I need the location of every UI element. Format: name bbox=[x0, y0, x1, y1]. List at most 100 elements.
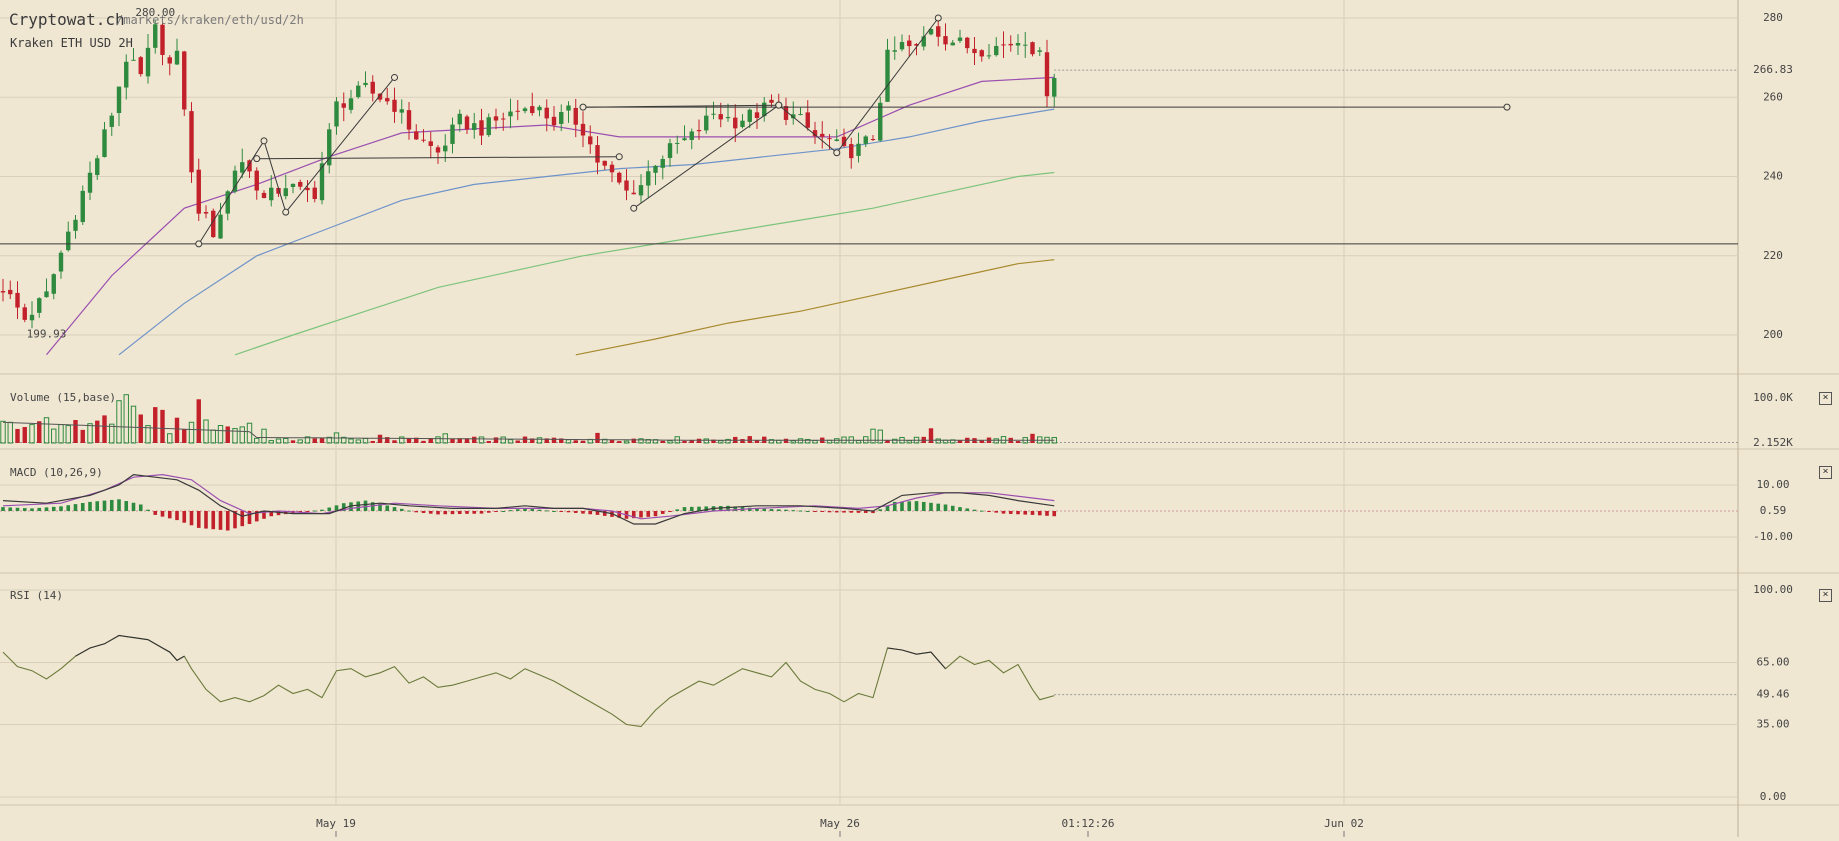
macd-histogram-bar bbox=[240, 511, 245, 527]
volume-bar bbox=[182, 429, 187, 443]
macd-histogram-bar bbox=[479, 511, 484, 514]
candle-body bbox=[624, 180, 629, 191]
volume-bar bbox=[696, 438, 702, 443]
macd-histogram-bar bbox=[117, 499, 121, 511]
candle-body bbox=[443, 145, 448, 152]
volume-bar bbox=[870, 428, 876, 444]
last-price-label: 266.83 bbox=[1753, 63, 1793, 76]
volume-bar bbox=[210, 429, 216, 444]
close-rsi-icon[interactable]: × bbox=[1819, 589, 1832, 602]
macd-tick-label: -10.00 bbox=[1753, 530, 1793, 543]
macd-histogram-bar bbox=[813, 511, 817, 512]
volume-bar bbox=[747, 436, 752, 443]
macd-histogram-bar bbox=[22, 508, 27, 511]
macd-histogram-bar bbox=[842, 511, 846, 513]
volume-bar bbox=[188, 421, 195, 444]
candle-body bbox=[1001, 44, 1006, 46]
price-tick-label: 220 bbox=[1763, 249, 1783, 262]
candle-body bbox=[783, 106, 789, 120]
high-marker-label: 280.00 bbox=[135, 6, 175, 19]
candle-body bbox=[856, 143, 861, 156]
candle-body bbox=[936, 26, 941, 37]
candle-body bbox=[247, 160, 252, 172]
moving-average-line bbox=[46, 76, 1055, 356]
candle-body bbox=[276, 187, 281, 194]
macd-histogram-bar bbox=[1030, 511, 1035, 515]
candle-body bbox=[595, 145, 600, 163]
macd-histogram-bar bbox=[798, 510, 803, 512]
macd-histogram-bar bbox=[233, 511, 237, 529]
volume-bar bbox=[906, 440, 912, 444]
macd-histogram-bar bbox=[805, 511, 810, 512]
macd-histogram-bar bbox=[320, 509, 324, 511]
volume-bar bbox=[261, 428, 267, 444]
trend-line-drawing bbox=[256, 156, 620, 160]
candle-body bbox=[530, 106, 535, 114]
drawing-handle bbox=[579, 103, 587, 111]
candle-body bbox=[182, 51, 187, 110]
trend-line-drawing bbox=[778, 17, 939, 154]
candle-body bbox=[51, 274, 56, 294]
volume-ma-line bbox=[2, 421, 1055, 441]
candle-body bbox=[508, 111, 513, 117]
candle-body bbox=[261, 192, 267, 199]
volume-bar bbox=[559, 438, 564, 443]
candle-body bbox=[15, 292, 20, 308]
candle-body bbox=[928, 29, 934, 35]
macd-histogram-bar bbox=[544, 510, 549, 512]
candle-body bbox=[232, 170, 238, 192]
candle-body bbox=[1008, 43, 1013, 46]
close-macd-icon[interactable]: × bbox=[1819, 466, 1832, 479]
candle-body bbox=[240, 162, 245, 173]
macd-histogram-bar bbox=[225, 511, 230, 531]
candle-body bbox=[348, 98, 354, 110]
close-volume-icon[interactable]: × bbox=[1819, 392, 1832, 405]
candle-body bbox=[399, 109, 404, 113]
macd-histogram-bar bbox=[733, 506, 738, 511]
candle-body bbox=[29, 314, 35, 321]
macd-histogram-bar bbox=[356, 501, 361, 511]
candle-body bbox=[537, 106, 542, 111]
candle-body bbox=[1052, 77, 1057, 97]
candle-body bbox=[921, 36, 926, 47]
candle-body bbox=[979, 50, 984, 57]
volume-bar bbox=[43, 417, 50, 444]
rsi-tick-label: 100.00 bbox=[1753, 583, 1793, 596]
macd-histogram-bar bbox=[689, 506, 694, 511]
site-name[interactable]: Cryptowat.ch bbox=[9, 10, 125, 29]
macd-histogram-bar bbox=[994, 511, 999, 513]
candle-body bbox=[428, 141, 433, 146]
volume-bar bbox=[768, 439, 775, 444]
macd-histogram-bar bbox=[588, 511, 593, 515]
candle-body bbox=[341, 103, 346, 108]
volume-bar bbox=[464, 438, 470, 443]
macd-histogram-bar bbox=[189, 511, 194, 526]
macd-histogram-bar bbox=[515, 509, 520, 511]
macd-histogram-bar bbox=[958, 507, 962, 511]
candle-body bbox=[660, 158, 665, 168]
macd-histogram-bar bbox=[595, 511, 600, 515]
candle-body bbox=[290, 183, 296, 187]
volume-bar bbox=[573, 440, 578, 443]
volume-bar bbox=[304, 436, 311, 444]
volume-bar bbox=[718, 440, 724, 444]
candle-body bbox=[754, 112, 760, 118]
volume-bar bbox=[435, 436, 441, 444]
market-path: /markets/kraken/eth/usd/2h bbox=[116, 13, 304, 27]
volume-bar bbox=[58, 424, 64, 444]
candle-body bbox=[472, 123, 477, 130]
macd-histogram-bar bbox=[363, 500, 368, 511]
candle-body bbox=[435, 147, 441, 153]
macd-histogram-bar bbox=[73, 504, 78, 511]
candle-body bbox=[740, 120, 745, 127]
candle-body bbox=[834, 139, 839, 142]
macd-histogram-bar bbox=[537, 509, 542, 511]
moving-average-line bbox=[118, 108, 1055, 356]
macd-histogram-bar bbox=[182, 511, 187, 523]
macd-histogram-bar bbox=[646, 511, 651, 517]
macd-histogram-bar bbox=[755, 508, 759, 511]
macd-histogram-bar bbox=[146, 509, 150, 511]
price-tick-label: 260 bbox=[1763, 90, 1783, 103]
macd-histogram-bar bbox=[530, 509, 535, 511]
